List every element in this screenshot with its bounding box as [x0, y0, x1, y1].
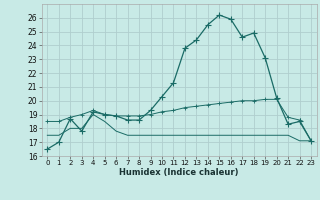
X-axis label: Humidex (Indice chaleur): Humidex (Indice chaleur)	[119, 168, 239, 177]
